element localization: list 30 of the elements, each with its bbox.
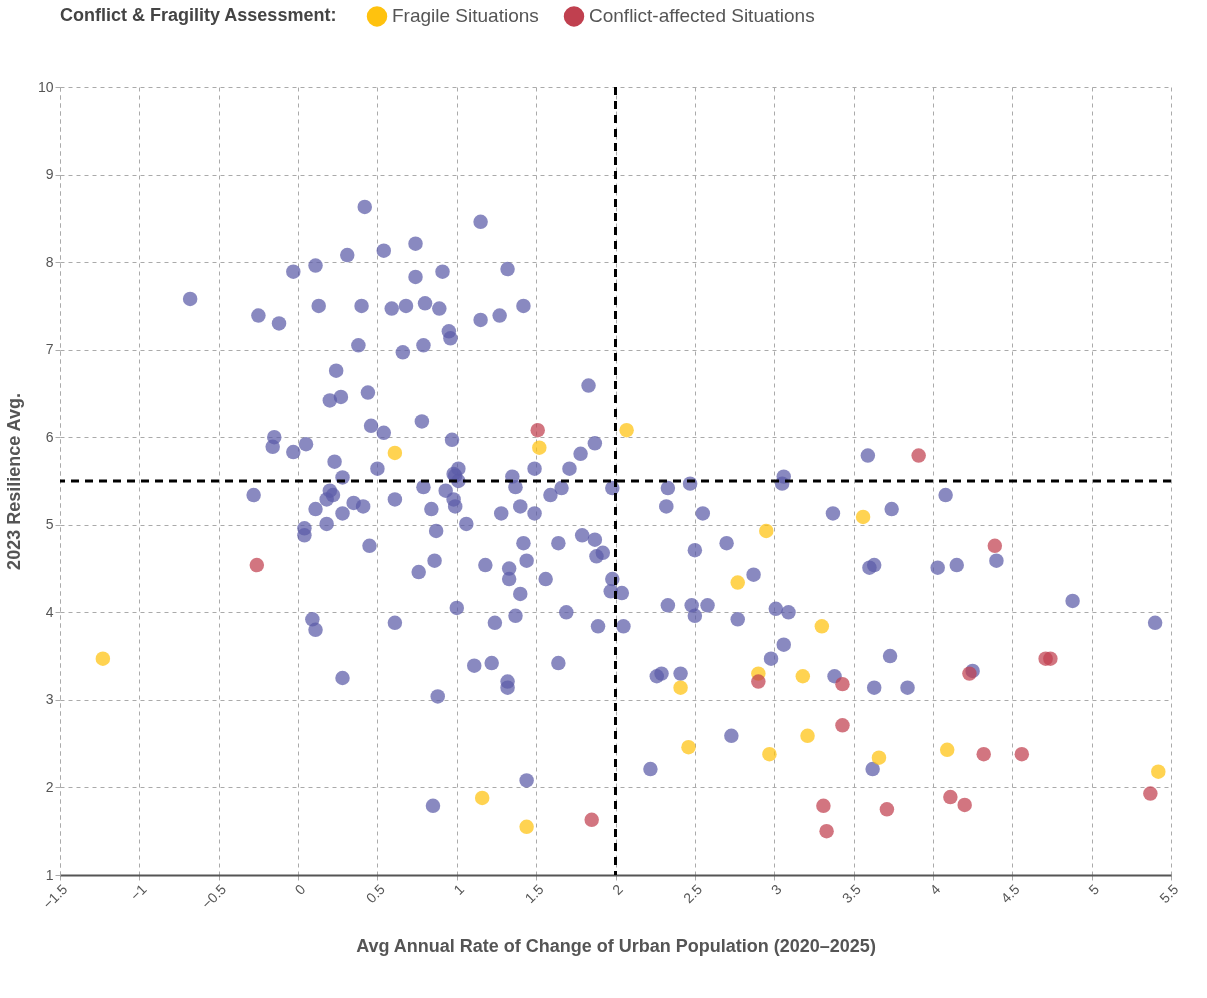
y-tick-label: 2 [45,778,54,795]
y-tick-label: 5 [45,516,54,533]
x-tick-label: −1 [127,880,150,904]
x-tick-label: 1.5 [521,880,547,907]
x-tick-label: 5.5 [1156,880,1182,907]
y-axis-title: 2023 Resilience Avg. [3,393,24,570]
legend-label: Fragile Situations [392,5,539,27]
y-tick-label: 10 [37,78,54,95]
y-tick-label: 1 [45,866,54,883]
x-axis-title: Avg Annual Rate of Change of Urban Population (2020–2025) [356,935,876,956]
x-tick-label: 2 [609,880,627,898]
x-tick-label: 0 [291,880,309,898]
x-tick-label: 3.5 [838,880,865,907]
y-tick-label: 7 [45,341,54,358]
y-tick-label: 3 [45,691,54,708]
x-tick-label: −1.5 [39,880,71,912]
x-tick-label: 4.5 [997,880,1023,907]
y-tick-label: 9 [45,166,54,183]
legend-label: Conflict-affected Situations [589,5,815,27]
x-tick-label: 1 [450,880,468,898]
legend-title: Conflict & Fragility Assessment: [60,5,337,25]
x-tick-label: 3 [767,880,785,898]
x-tick-label: 4 [926,880,944,898]
y-tick-label: 4 [45,603,54,620]
x-tick-label: 0.5 [362,880,388,907]
y-tick-label: 8 [45,253,54,270]
x-tick-label: 2.5 [680,880,706,907]
y-tick-label: 6 [45,428,54,445]
x-tick-label: −0.5 [198,880,230,912]
x-tick-label: 5 [1085,880,1103,898]
